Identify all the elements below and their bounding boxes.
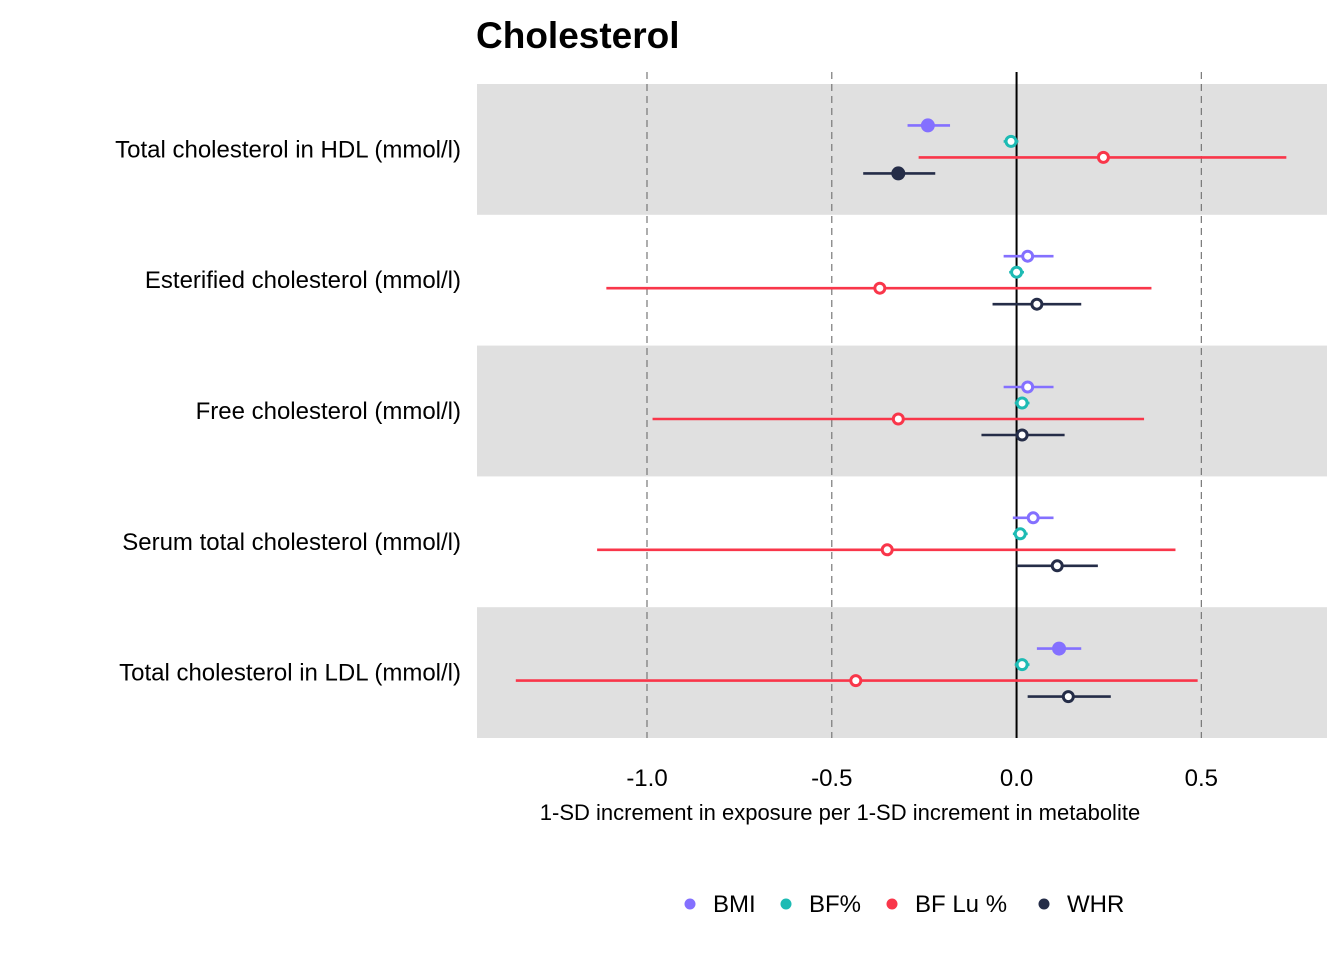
legend-label: WHR <box>1067 891 1124 918</box>
x-tick-label: 0.0 <box>1000 765 1033 792</box>
point-estimate <box>1030 297 1044 311</box>
point-estimate <box>1015 428 1029 442</box>
y-category-label: Serum total cholesterol (mmol/l) <box>122 529 461 556</box>
point-estimate <box>1061 690 1075 704</box>
x-tick-label: -0.5 <box>811 765 852 792</box>
legend-marker <box>780 898 792 910</box>
y-category-label: Esterified cholesterol (mmol/l) <box>145 267 461 294</box>
point-estimate <box>891 166 906 181</box>
legend-label: BF% <box>809 891 861 918</box>
point-estimate <box>1013 527 1027 541</box>
legend-marker <box>886 898 898 910</box>
legend-label: BF Lu % <box>915 891 1007 918</box>
point-estimate <box>1010 265 1024 279</box>
point-estimate <box>920 118 935 133</box>
legend-marker <box>1038 898 1050 910</box>
legend-marker <box>684 898 696 910</box>
point-estimate <box>1050 559 1064 573</box>
point-estimate <box>1015 396 1029 410</box>
y-category-label: Total cholesterol in LDL (mmol/l) <box>119 660 461 687</box>
x-tick-label: 0.5 <box>1185 765 1218 792</box>
point-estimate <box>880 543 894 557</box>
chart-title: Cholesterol <box>476 15 680 56</box>
point-estimate <box>1021 380 1035 394</box>
y-category-label: Free cholesterol (mmol/l) <box>196 398 461 425</box>
x-tick-label: -1.0 <box>626 765 667 792</box>
y-category-label: Total cholesterol in HDL (mmol/l) <box>115 136 461 163</box>
point-estimate <box>1004 134 1018 148</box>
legend-label: BMI <box>713 891 756 918</box>
point-estimate <box>1015 658 1029 672</box>
row-band <box>477 84 1327 215</box>
point-estimate <box>849 674 863 688</box>
point-estimate <box>891 412 905 426</box>
point-estimate <box>1052 641 1067 656</box>
point-estimate <box>1096 150 1110 164</box>
row-band <box>477 607 1327 738</box>
point-estimate <box>1026 511 1040 525</box>
row-band <box>477 345 1327 477</box>
x-axis-label: 1-SD increment in exposure per 1-SD incr… <box>540 800 1140 825</box>
point-estimate <box>873 281 887 295</box>
point-estimate <box>1021 249 1035 263</box>
